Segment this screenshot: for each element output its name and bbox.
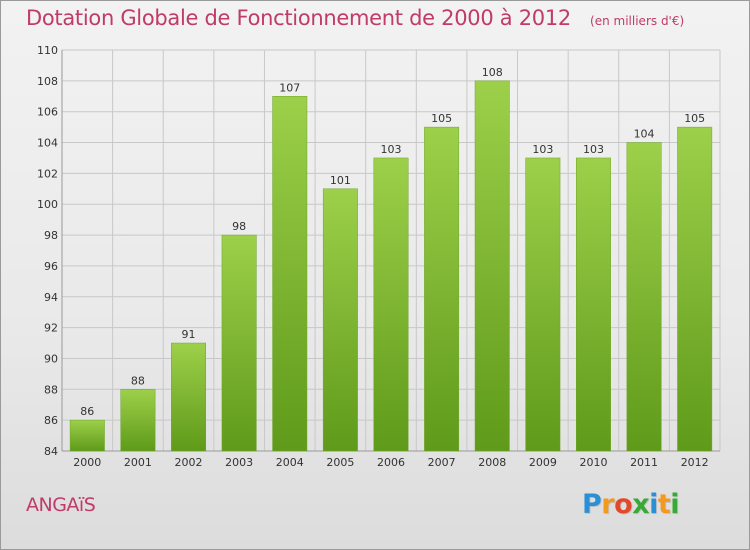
y-tick-label: 84 — [44, 445, 58, 458]
bar — [373, 157, 409, 452]
x-tick-label: 2011 — [630, 456, 658, 469]
logo-letter: i — [649, 489, 658, 520]
commune-name: ANGAïS — [26, 494, 96, 516]
y-tick-label: 102 — [37, 167, 58, 180]
bar — [525, 157, 561, 452]
data-label: 107 — [279, 81, 300, 94]
y-tick-label: 108 — [37, 75, 58, 88]
x-tick-label: 2006 — [377, 456, 405, 469]
data-label: 88 — [131, 374, 145, 387]
y-tick-label: 110 — [37, 44, 58, 57]
y-tick-label: 100 — [37, 198, 58, 211]
data-label: 103 — [583, 143, 604, 156]
y-tick-label: 96 — [44, 260, 58, 273]
y-tick-label: 98 — [44, 229, 58, 242]
data-label: 105 — [431, 112, 452, 125]
bar — [272, 96, 308, 452]
y-tick-label: 90 — [44, 352, 58, 365]
x-tick-label: 2010 — [579, 456, 607, 469]
bar — [171, 342, 206, 452]
bar — [424, 126, 460, 452]
chart-title: Dotation Globale de Fonctionnement de 20… — [26, 6, 571, 30]
proxiti-logo[interactable]: Proxiti — [582, 489, 680, 520]
logo-letter: t — [657, 489, 671, 520]
x-tick-label: 2004 — [276, 456, 304, 469]
logo-letter: P — [582, 489, 602, 520]
x-tick-label: 2003 — [225, 456, 253, 469]
data-label: 101 — [330, 174, 351, 187]
bar — [120, 389, 156, 452]
chart-subtitle: (en milliers d'€) — [590, 14, 685, 28]
data-label: 103 — [532, 143, 553, 156]
data-label: 108 — [482, 66, 503, 79]
bar — [626, 142, 662, 452]
bar — [69, 419, 105, 452]
title-row: Dotation Globale de Fonctionnement de 20… — [26, 6, 684, 30]
bar — [576, 157, 611, 452]
x-tick-label: 2007 — [428, 456, 456, 469]
y-tick-label: 92 — [44, 322, 58, 335]
data-label: 104 — [634, 128, 655, 141]
y-tick-label: 88 — [44, 383, 58, 396]
bar — [474, 80, 510, 452]
data-label: 103 — [381, 143, 402, 156]
x-tick-label: 2002 — [175, 456, 203, 469]
logo-letter: i — [670, 489, 680, 520]
logo-letter: o — [614, 489, 633, 520]
data-label: 105 — [684, 112, 705, 125]
data-label: 98 — [232, 220, 246, 233]
bar — [677, 126, 713, 452]
data-label: 91 — [182, 328, 196, 341]
y-tick-label: 106 — [37, 106, 58, 119]
bar — [322, 188, 358, 452]
bar — [221, 234, 257, 452]
y-tick-label: 86 — [44, 414, 58, 427]
logo-letter: x — [632, 489, 650, 520]
y-tick-label: 104 — [37, 137, 58, 150]
data-labels: 86 88 91 98 107 101 103 105 108 103 103 104 105 — [80, 66, 705, 418]
y-tick-label: 94 — [44, 291, 58, 304]
x-tick-label: 2009 — [529, 456, 557, 469]
x-tick-label: 2000 — [73, 456, 101, 469]
x-tick-label: 2001 — [124, 456, 152, 469]
data-label: 86 — [80, 405, 94, 418]
bars — [69, 80, 713, 452]
axes: 84 86 88 90 92 94 96 98 100 102 104 106 108 110 2000 20… — [37, 44, 720, 469]
x-tick-label: 2012 — [681, 456, 709, 469]
logo-letter: r — [601, 489, 615, 520]
x-tick-label: 2008 — [478, 456, 506, 469]
x-tick-label: 2005 — [326, 456, 354, 469]
